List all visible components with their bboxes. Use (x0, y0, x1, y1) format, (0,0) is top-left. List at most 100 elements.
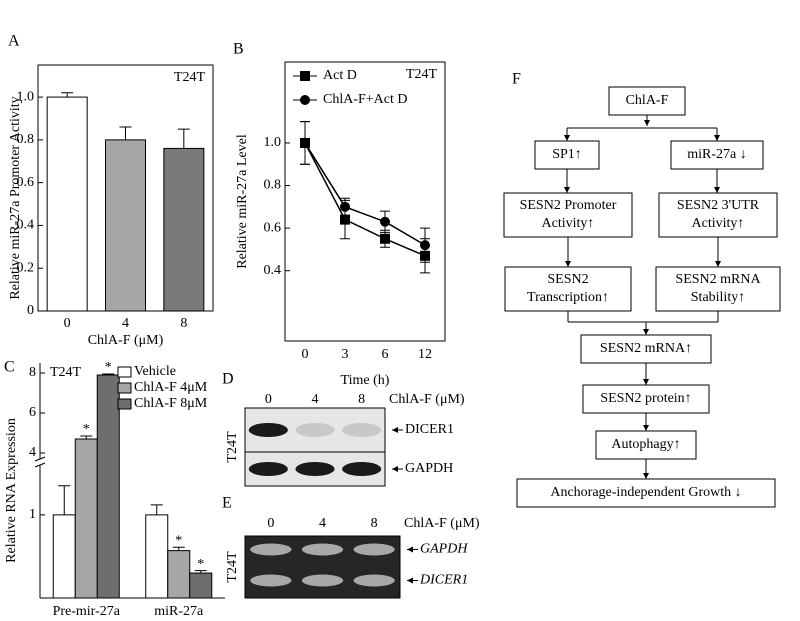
flow-text: Autophagy↑ (611, 437, 680, 452)
bar (189, 572, 213, 599)
error-bar (58, 485, 71, 515)
y-tick-label: 0.2 (17, 260, 35, 275)
y-tick-label: 8 (29, 365, 36, 380)
axis-break (34, 462, 46, 468)
y-tick-label: 0.8 (264, 178, 282, 193)
panel-label: F (512, 71, 521, 88)
data-point (300, 137, 310, 148)
flow-text: Stability↑ (691, 290, 745, 305)
flow-text: SESN2 (547, 272, 588, 287)
x-tick-label: 4 (122, 316, 129, 331)
band-label: GAPDH (420, 542, 468, 557)
x-tick-label: 12 (418, 347, 432, 362)
y-tick-label: 6 (29, 405, 36, 420)
gel-band (301, 574, 344, 587)
data-point (380, 216, 390, 227)
flow-box (504, 266, 632, 312)
treatment-label: ChlA-F (μM) (389, 392, 465, 407)
annotation: T24T (406, 67, 438, 82)
y-tick-label: 0.6 (264, 220, 282, 235)
y-tick-label: 4 (29, 445, 36, 460)
gel-band (250, 543, 292, 556)
x-tick-label: Pre-mir-27a (53, 604, 121, 619)
legend-swatch (117, 366, 132, 378)
flow-text: Anchorage-independent Growth ↓ (550, 485, 741, 500)
blot-band (295, 462, 335, 476)
data-point (340, 214, 350, 225)
legend-label: ChlA-F 8μM (134, 396, 208, 411)
bar (74, 438, 98, 599)
flow-box (503, 192, 633, 238)
gel-band (353, 543, 395, 556)
x-tick-label: 3 (342, 347, 349, 362)
dose-label: 8 (358, 392, 365, 407)
y-axis-label: Relative miR-27a Promoter Activity (8, 96, 23, 299)
flow-box (608, 86, 686, 116)
y-tick-label: 1.0 (264, 135, 282, 150)
data-point (380, 233, 390, 244)
legend-label: Act D (323, 68, 357, 83)
legend-label: ChlA-F 4μM (134, 380, 208, 395)
gel-band (250, 574, 292, 587)
data-point (420, 240, 430, 251)
blot-band (248, 423, 288, 437)
x-tick-label: 6 (382, 347, 389, 362)
error-bar (150, 504, 163, 515)
legend-label: ChlA-F+Act D (323, 92, 408, 107)
bar (46, 96, 88, 312)
flow-box (658, 192, 778, 238)
panel-label: A (8, 33, 20, 50)
gel-band (301, 543, 344, 556)
flow-text: SESN2 mRNA (675, 272, 761, 287)
y-tick-label: 1.0 (17, 89, 35, 104)
bar (96, 374, 120, 599)
y-tick-label: 0.4 (17, 218, 35, 233)
x-tick-label: 0 (64, 316, 71, 331)
flow-text: miR-27a ↓ (687, 147, 747, 162)
panel-label: B (233, 41, 244, 58)
y-tick-label: 1 (29, 507, 36, 522)
bar (163, 147, 205, 312)
significance-mark: * (197, 557, 204, 572)
error-bar (177, 128, 190, 149)
treatment-label: ChlA-F (μM) (404, 516, 480, 531)
y-tick-label: 0 (27, 303, 34, 318)
annotation: T24T (174, 70, 206, 85)
x-tick-label: 8 (180, 316, 187, 331)
error-bar (119, 126, 132, 140)
bar (52, 514, 76, 599)
legend-swatch (117, 398, 132, 410)
blot-band (248, 462, 288, 476)
axis-break (34, 456, 46, 462)
cell-label: T24T (225, 551, 240, 583)
band-label: DICER1 (405, 422, 454, 437)
panel-label: D (222, 371, 234, 388)
flow-box (655, 266, 781, 312)
flow-text: SESN2 mRNA↑ (600, 341, 692, 356)
blot-band (342, 423, 382, 437)
significance-mark: * (83, 422, 90, 437)
dose-label: 0 (265, 392, 272, 407)
flow-text: ChlA-F (626, 93, 669, 108)
dose-label: 4 (312, 392, 319, 407)
series-line (304, 142, 426, 246)
x-axis-label: Time (h) (341, 373, 390, 388)
legend-label: Vehicle (134, 364, 176, 379)
dose-label: 4 (319, 516, 326, 531)
bar (167, 550, 191, 599)
y-tick-label: 0.6 (17, 175, 35, 190)
series-line (304, 142, 426, 257)
flow-text: Transcription↑ (527, 290, 609, 305)
legend-marker (300, 71, 310, 81)
error-bar (61, 92, 74, 98)
y-axis-label: Relative miR-27a Level (235, 134, 250, 269)
cell-label: T24T (225, 431, 240, 463)
dose-label: 0 (267, 516, 274, 531)
panel-label: E (222, 495, 232, 512)
legend-swatch (117, 382, 132, 394)
flow-text: SP1↑ (552, 147, 582, 162)
bar (145, 514, 169, 599)
x-tick-label: 0 (302, 347, 309, 362)
flow-text: Activity↑ (542, 216, 595, 231)
